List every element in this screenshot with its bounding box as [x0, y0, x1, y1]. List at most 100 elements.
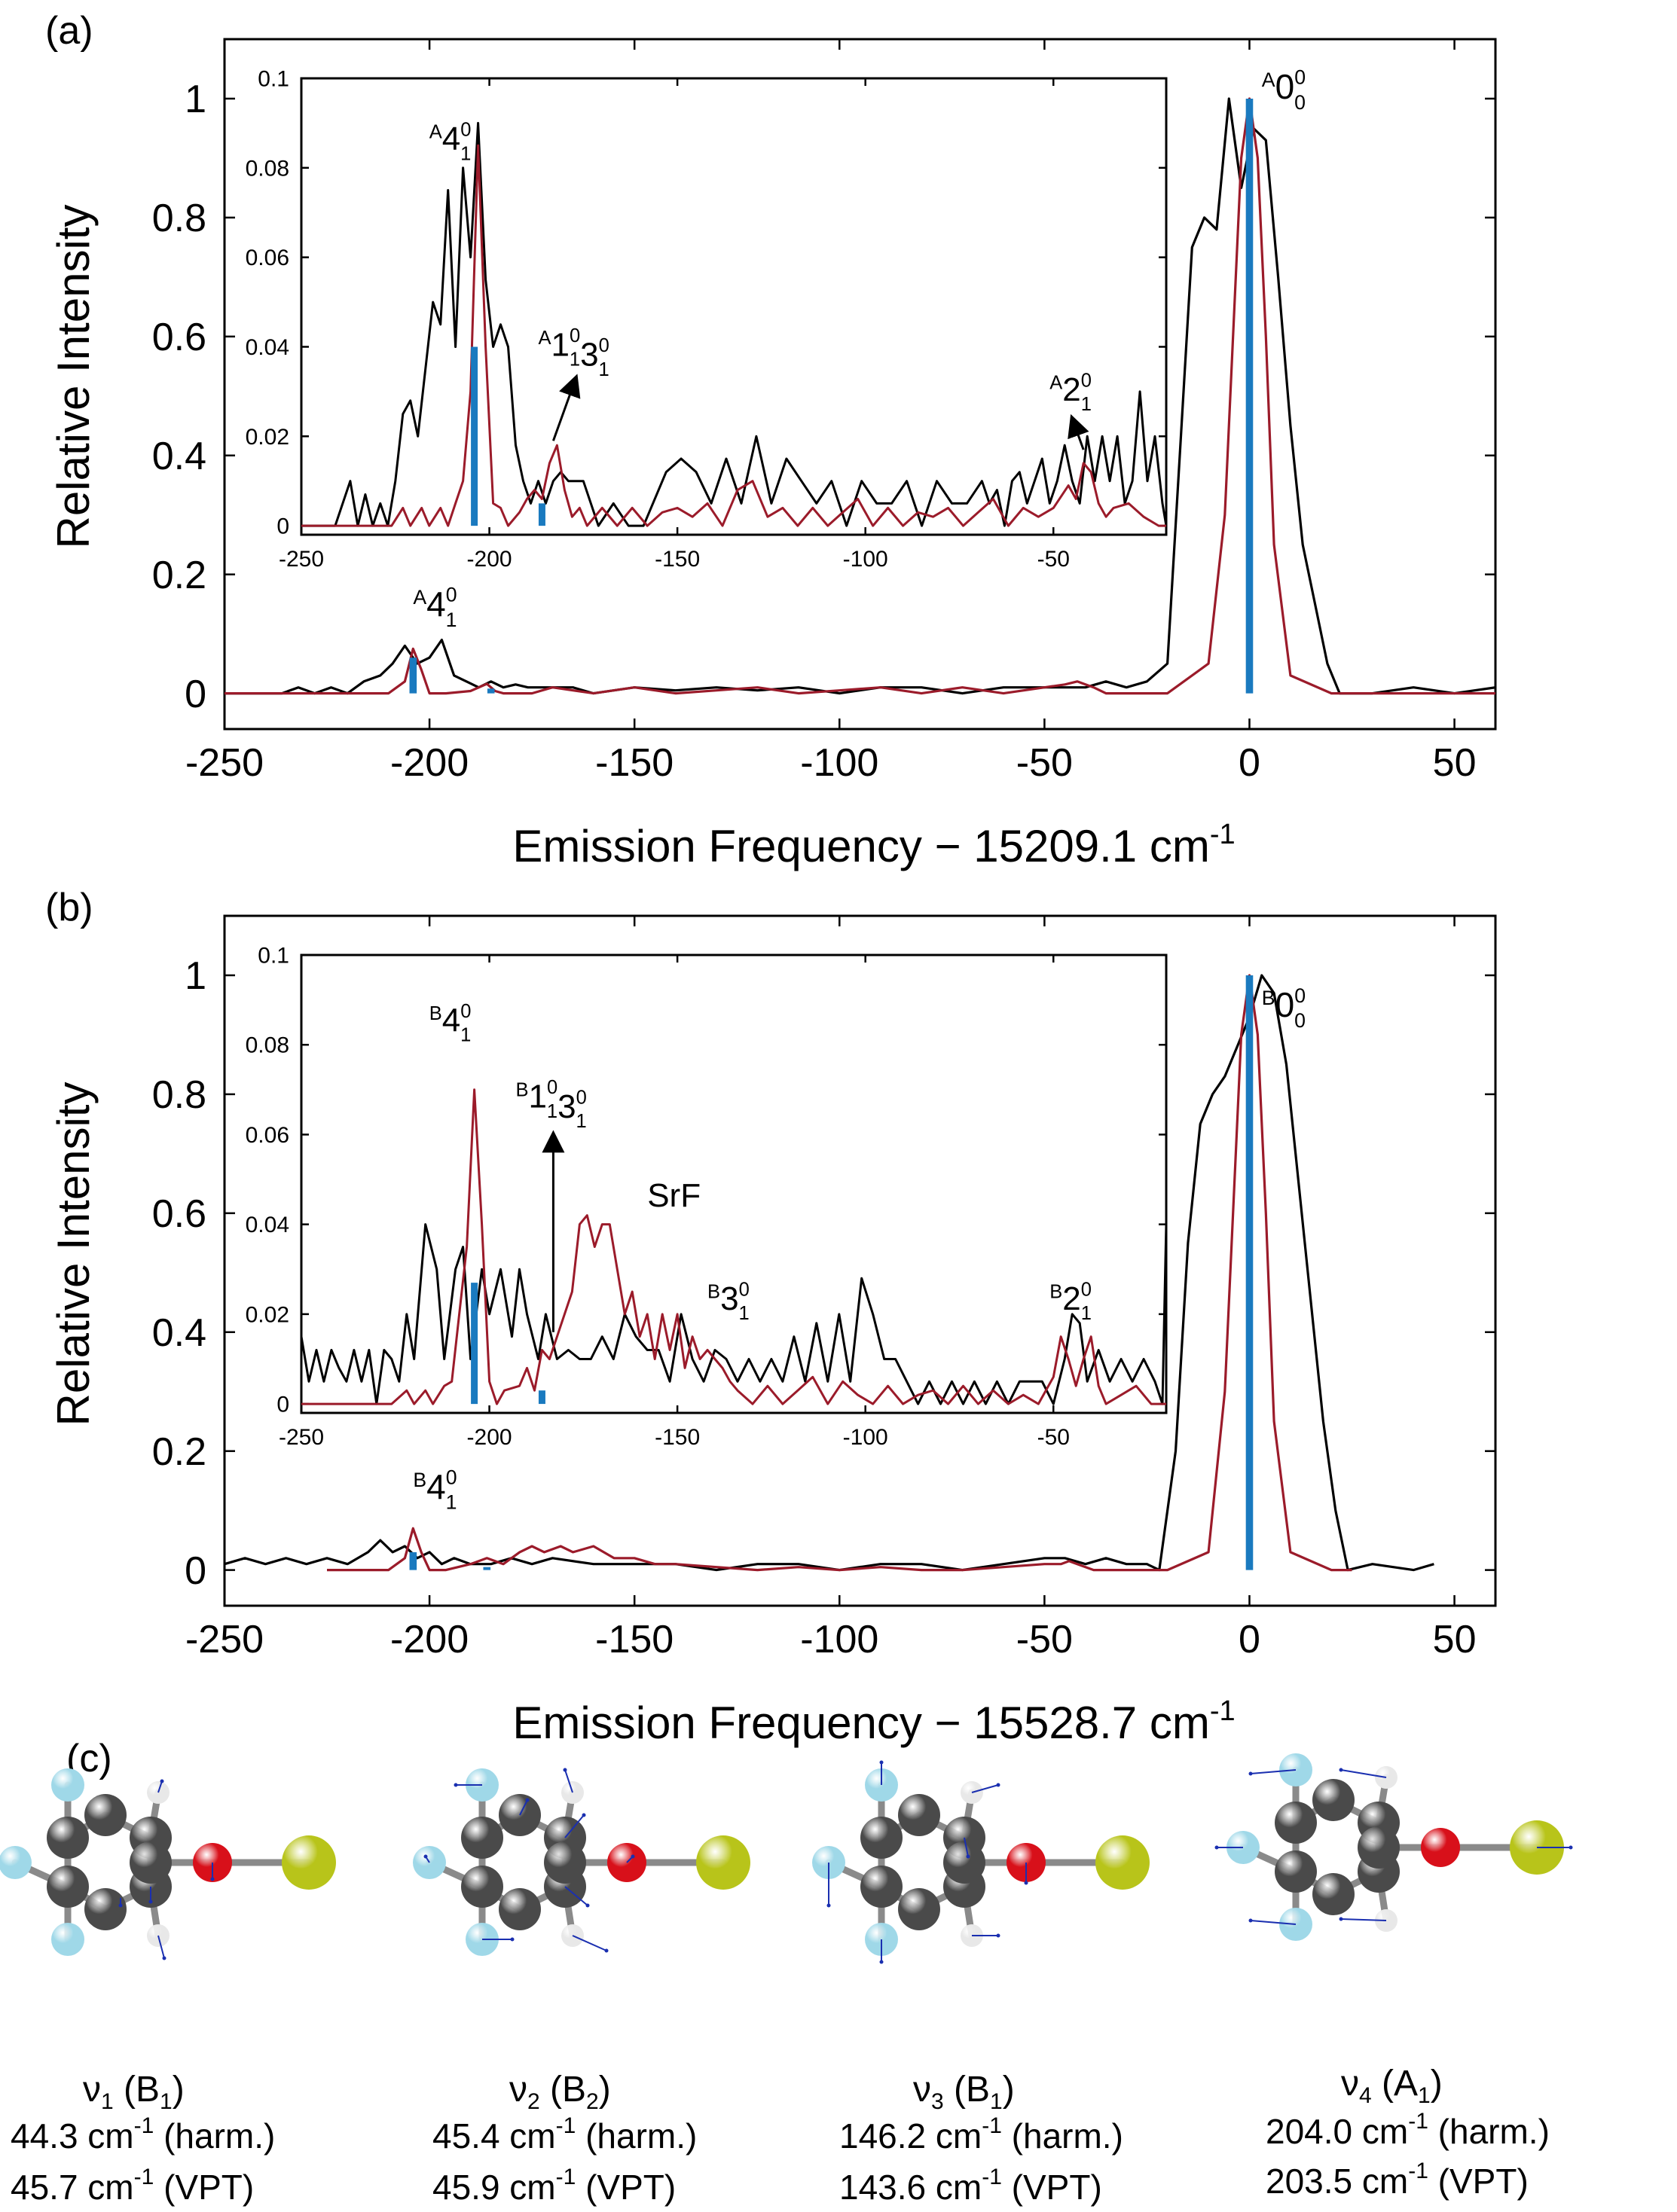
panel-b-label: (b)	[45, 886, 93, 929]
panel-a-main-ytick-label: 0	[185, 673, 206, 716]
mode-1-sym-close: )	[173, 2070, 185, 2110]
displacement-vector-tip	[563, 1768, 567, 1772]
mode-3-sym: B	[966, 2070, 990, 2110]
panel-a-main-annotation: A40 1	[413, 584, 457, 631]
carbon-atom	[461, 1866, 503, 1908]
strontium-atom	[282, 1835, 336, 1890]
panel-b-main-ytick-label: 0	[185, 1549, 206, 1593]
displacement-vector	[564, 1886, 588, 1906]
mode-1-harm-tail: (harm.)	[154, 2116, 275, 2156]
displacement-vector-tip	[582, 1813, 586, 1817]
carbon-atom	[1312, 1873, 1355, 1915]
panel-a-main-xtick-label: -150	[595, 741, 674, 785]
carbon-atom	[499, 1888, 541, 1930]
mode-2-vpt-tail: (VPT)	[576, 2168, 676, 2207]
displacement-vector-tip	[160, 1779, 164, 1783]
mode-4-vpt-value: 203.5 cm	[1266, 2162, 1408, 2201]
panel-a-main-ytick-label: 0.6	[152, 316, 206, 359]
panel-b-main-xtick-label: -50	[1016, 1618, 1073, 1661]
panel-a-inset-xtick-label: -50	[1037, 547, 1070, 572]
panel-b: (b) -250 -200 -150 -100 -50 0 50 0 0.2 0.4 0.6 0.8 1…	[45, 886, 1497, 1748]
panel-a-main-xtick-label: -100	[800, 741, 878, 785]
displacement-vector-tip	[118, 1903, 123, 1908]
mode-1-vpt-tail: (VPT)	[154, 2168, 254, 2207]
carbon-atom	[461, 1817, 503, 1859]
panel-b-main-xtick-label: -100	[800, 1618, 878, 1661]
displacement-vector-tip	[996, 1783, 1000, 1787]
panel-b-main-xtick-label: 0	[1239, 1618, 1260, 1661]
mode-3-sym-close: )	[1003, 2070, 1015, 2110]
panel-a-main-ytick-label: 0.4	[152, 435, 206, 478]
panel-b-inset-xtick-label: -50	[1037, 1425, 1070, 1450]
mode-2-harm: 45.4 cm-1 (harm.)	[432, 2113, 697, 2156]
panel-b-main-ytick-label: 1	[185, 954, 206, 998]
mode-3-vpt-sup: -1	[982, 2165, 1002, 2189]
oxygen-atom	[1421, 1828, 1460, 1867]
mode-1-vpt: 45.7 cm-1 (VPT)	[11, 2165, 254, 2207]
panel-b-main-ytick-label: 0.2	[152, 1430, 206, 1474]
displacement-vector-tip	[525, 1798, 530, 1802]
panel-a-inset-xtick-label: -150	[655, 547, 700, 572]
panel-b-main-annotation: B00 0	[1262, 984, 1306, 1032]
mode-4-harm: 204.0 cm-1 (harm.)	[1266, 2109, 1550, 2151]
mode-4-index: 4	[1359, 2083, 1372, 2108]
mode-4-sym-sub: 1	[1418, 2083, 1431, 2108]
mode-2-index: 2	[527, 2089, 540, 2114]
panel-c: (c) ν1 (B1) 44.3 cm-1 (harm.) 45.7 cm-1 …	[0, 1737, 1573, 2207]
panel-a-inset-simulation-line	[301, 144, 1166, 527]
panel-a-main-frame	[223, 38, 1497, 731]
panel-b-inset-ytick-label: 0.02	[246, 1302, 289, 1327]
panel-a-main-xtick-label: 0	[1239, 741, 1260, 785]
panel-b-inset: -250 -200 -150 -100 -50 0 0.02 0.04 0.06 0.08 0.1 B…	[246, 944, 1168, 1450]
panel-a-inset-frame	[300, 77, 1168, 536]
mode-2-sym: B	[562, 2070, 586, 2110]
displacement-vector-tip	[1339, 1768, 1343, 1772]
mode-3-vpt: 143.6 cm-1 (VPT)	[839, 2165, 1102, 2207]
panel-b-ylabel: Relative Intensity	[48, 1082, 99, 1426]
mode-1-harm-sup: -1	[134, 2113, 154, 2138]
carbon-atom	[84, 1794, 127, 1836]
mode-2-harm-value: 45.4 cm	[432, 2116, 556, 2156]
panel-a-xlabel: Emission Frequency − 15209.1 cm-1	[512, 819, 1235, 871]
panel-b-inset-frame	[300, 953, 1168, 1414]
panel-b-main-xtick-label: 50	[1433, 1618, 1477, 1661]
panel-b-xlabel: Emission Frequency − 15528.7 cm-1	[512, 1695, 1235, 1748]
molecule-mode-3	[812, 1760, 1150, 1964]
carbon-atom	[860, 1817, 903, 1859]
mode-3-harm-tail: (harm.)	[1002, 2116, 1123, 2156]
panel-b-inset-ytick-label: 0.1	[258, 944, 289, 969]
mode-3-sym-open: (	[944, 2070, 966, 2110]
displacement-vector-tip	[1214, 1845, 1219, 1850]
mode-3-harm-value: 146.2 cm	[839, 2116, 982, 2156]
panel-b-main-xtick-label: -200	[390, 1618, 469, 1661]
mode-3-vpt-tail: (VPT)	[1002, 2168, 1102, 2207]
displacement-vector	[564, 1769, 573, 1793]
displacement-vector-tip	[510, 1937, 515, 1942]
panel-a-xlabel-text: Emission Frequency − 15209.1 cm	[512, 821, 1209, 871]
fluorine-atom	[51, 1923, 84, 1956]
mode-2-sym-sub: 2	[586, 2089, 599, 2114]
mode-1-index: 1	[101, 2089, 114, 2114]
mode-4-harm-value: 204.0 cm	[1266, 2112, 1408, 2151]
displacement-vector-tip	[162, 1956, 166, 1960]
carbon-atom	[47, 1817, 89, 1859]
displacement-vector-tip	[966, 1854, 970, 1859]
panel-b-inset-annotation: B40 1	[429, 1001, 472, 1046]
panel-a-main-plot: -250 -200 -150 -100 -50 0 50 0 0.2 0.4 0.6 0.8 1 A40 1…	[152, 38, 1497, 785]
panel-a-inset-ytick-label: 0.06	[246, 246, 289, 270]
panel-a-inset-ytick-label: 0.02	[246, 425, 289, 450]
displacement-vector	[519, 1799, 528, 1816]
mode-1-vpt-sup: -1	[134, 2165, 154, 2189]
panel-a-main-ytick-label: 0.8	[152, 197, 206, 240]
displacement-vector	[1250, 1920, 1297, 1925]
panel-b-inset-ytick-label: 0.04	[246, 1213, 289, 1237]
displacement-vector-tip	[423, 1854, 428, 1859]
panel-a-main-xtick-label: 50	[1433, 741, 1477, 785]
panel-a-inset-xtick-label: -200	[467, 547, 512, 572]
mode-4-symbol: ν	[1341, 2064, 1359, 2104]
carbon-atom	[860, 1866, 903, 1908]
panel-a-inset-ytick-label: 0.04	[246, 335, 289, 360]
panel-a-main-annotation: A00 0	[1262, 66, 1306, 114]
mode-4-label: ν4 (A1)	[1341, 2064, 1443, 2108]
panel-b-inset-ytick-label: 0.06	[246, 1123, 289, 1148]
